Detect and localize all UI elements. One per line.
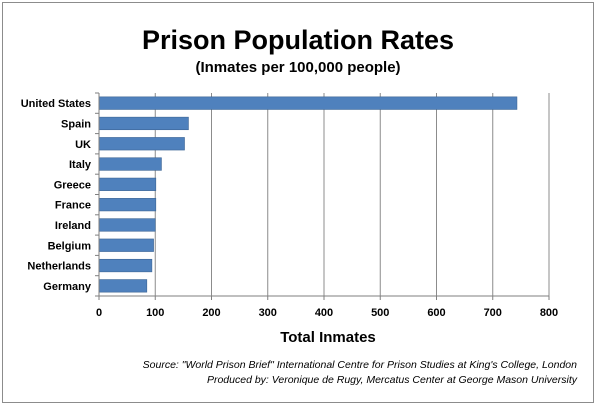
bar-united-states: [98, 96, 518, 110]
bar-france: [98, 198, 157, 212]
category-label: UK: [75, 139, 91, 151]
chart-subtitle: (Inmates per 100,000 people): [195, 59, 401, 76]
category-label: Greece: [54, 179, 91, 191]
x-tick-label: 100: [146, 307, 164, 319]
chart-title: Prison Population Rates: [141, 25, 455, 55]
category-label: Ireland: [55, 220, 91, 232]
bar-netherlands: [98, 258, 153, 273]
x-tick-label: 0: [96, 307, 102, 319]
producer-note: Produced by: Veronique de Rugy, Mercatus…: [206, 374, 577, 386]
bar-greece: [98, 177, 157, 191]
bar-chart-plot: United States Spain UK Italy Greece France Ire…: [21, 92, 558, 319]
x-tick-label: 500: [371, 307, 389, 319]
x-tick-label: 400: [315, 307, 333, 319]
category-label: Germany: [43, 281, 92, 293]
category-label: Spain: [61, 118, 91, 130]
x-tick-label: 800: [540, 307, 558, 319]
category-label: United States: [21, 98, 91, 110]
x-axis-title: Total Inmates: [280, 329, 376, 346]
bar-germany: [98, 279, 148, 293]
category-label: France: [55, 200, 91, 212]
bar-belgium: [98, 238, 154, 252]
chart-frame: Prison Population Rates (Inmates per 100…: [2, 2, 594, 403]
source-note: Source: "World Prison Brief" Internation…: [142, 359, 577, 371]
x-tick-label: 300: [259, 307, 277, 319]
category-label: Netherlands: [27, 261, 91, 273]
bar-uk: [98, 137, 185, 151]
x-tick-label: 600: [427, 307, 445, 319]
category-label: Italy: [69, 159, 92, 171]
x-tick-label: 700: [484, 307, 502, 319]
bar-italy: [98, 157, 162, 171]
bar-ireland: [98, 218, 156, 232]
category-label: Belgium: [48, 240, 92, 252]
bar-spain: [98, 116, 189, 131]
x-tick-label: 200: [202, 307, 220, 319]
